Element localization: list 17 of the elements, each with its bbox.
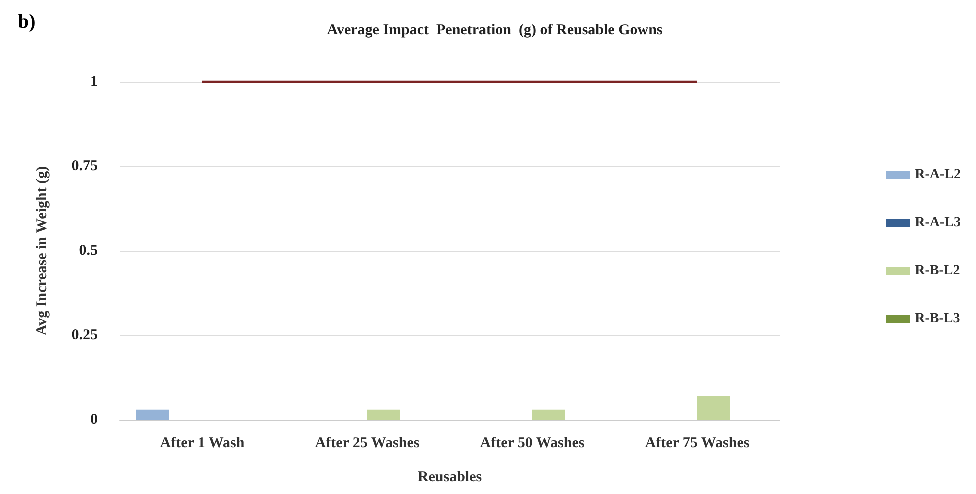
legend-label: R-A-L2 [915, 168, 962, 182]
y-tick-label: 0 [90, 412, 98, 428]
x-tick-label: After 75 Washes [645, 436, 750, 452]
text: b) [18, 11, 36, 33]
x-tick-label: After 50 Washes [480, 436, 585, 452]
y-axis-title: Avg Increase in Weight (g) [34, 166, 50, 336]
chart-title: Average Impact Penetration (g) of Reusable Gowns [327, 22, 663, 38]
y-tick-label: 0.5 [79, 243, 98, 259]
x-tick-label: After 25 Washes [315, 436, 420, 452]
x-tick-label: After 1 Wash [160, 436, 246, 452]
y-tick-label: 0.75 [72, 158, 98, 174]
x-axis-title: Reusables [418, 470, 482, 486]
legend-label: R-A-L3 [915, 216, 962, 230]
y-tick-label: 0.25 [72, 328, 98, 344]
legend-label: R-B-L3 [915, 312, 960, 326]
y-tick-label: 1 [90, 74, 98, 90]
legend-label: R-B-L2 [915, 264, 960, 278]
